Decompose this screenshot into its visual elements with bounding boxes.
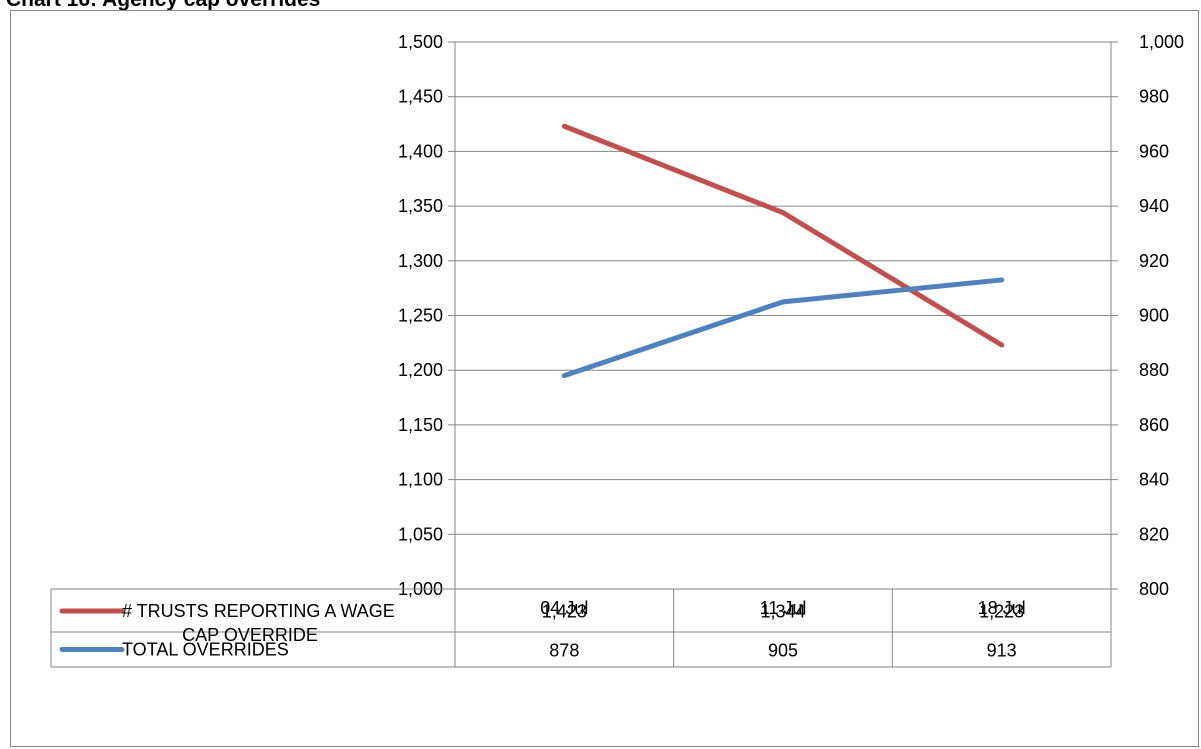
legend-label: # TRUSTS REPORTING A WAGE (122, 601, 395, 621)
right-axis-tick-label: 1,000 (1139, 32, 1184, 52)
chart-frame (10, 10, 1199, 747)
left-axis-tick-label: 1,250 (398, 306, 443, 326)
right-axis-tick-label: 980 (1139, 87, 1169, 107)
category-label: 04 Jul (540, 598, 588, 618)
table-value: 905 (768, 641, 798, 661)
table-value: 1,344 (760, 602, 805, 622)
table-value: 1,223 (979, 602, 1024, 622)
table-value: 913 (987, 641, 1017, 661)
series-line (561, 123, 1005, 348)
right-axis-tick-label: 920 (1139, 251, 1169, 271)
left-axis-tick-label: 1,400 (398, 141, 443, 161)
chart-title: Chart 16: Agency cap overrides (6, 0, 320, 12)
legend-label: CAP OVERRIDE (182, 625, 318, 645)
right-axis-tick-label: 960 (1139, 141, 1169, 161)
right-axis-tick-label: 900 (1139, 306, 1169, 326)
right-axis-tick-label: 840 (1139, 470, 1169, 490)
right-axis-tick-label: 860 (1139, 415, 1169, 435)
left-axis-tick-label: 1,450 (398, 87, 443, 107)
category-label: 18 Jul (978, 598, 1026, 618)
right-axis-tick-label: 940 (1139, 196, 1169, 216)
table-value: 1,423 (542, 602, 587, 622)
right-axis-tick-label: 820 (1139, 524, 1169, 544)
left-axis-tick-label: 1,350 (398, 196, 443, 216)
left-axis-tick-label: 1,500 (398, 32, 443, 52)
right-axis-tick-label: 880 (1139, 360, 1169, 380)
left-axis-tick-label: 1,150 (398, 415, 443, 435)
legend-label: TOTAL OVERRIDES (122, 640, 289, 660)
left-axis-tick-label: 1,100 (398, 470, 443, 490)
left-axis-tick-label: 1,300 (398, 251, 443, 271)
left-axis-tick-label: 1,200 (398, 360, 443, 380)
table-value: 878 (549, 641, 579, 661)
category-label: 11 Jul (760, 598, 807, 618)
series-line (561, 277, 1005, 379)
left-axis-tick-label: 1,050 (398, 524, 443, 544)
right-axis-tick-label: 800 (1139, 579, 1169, 599)
